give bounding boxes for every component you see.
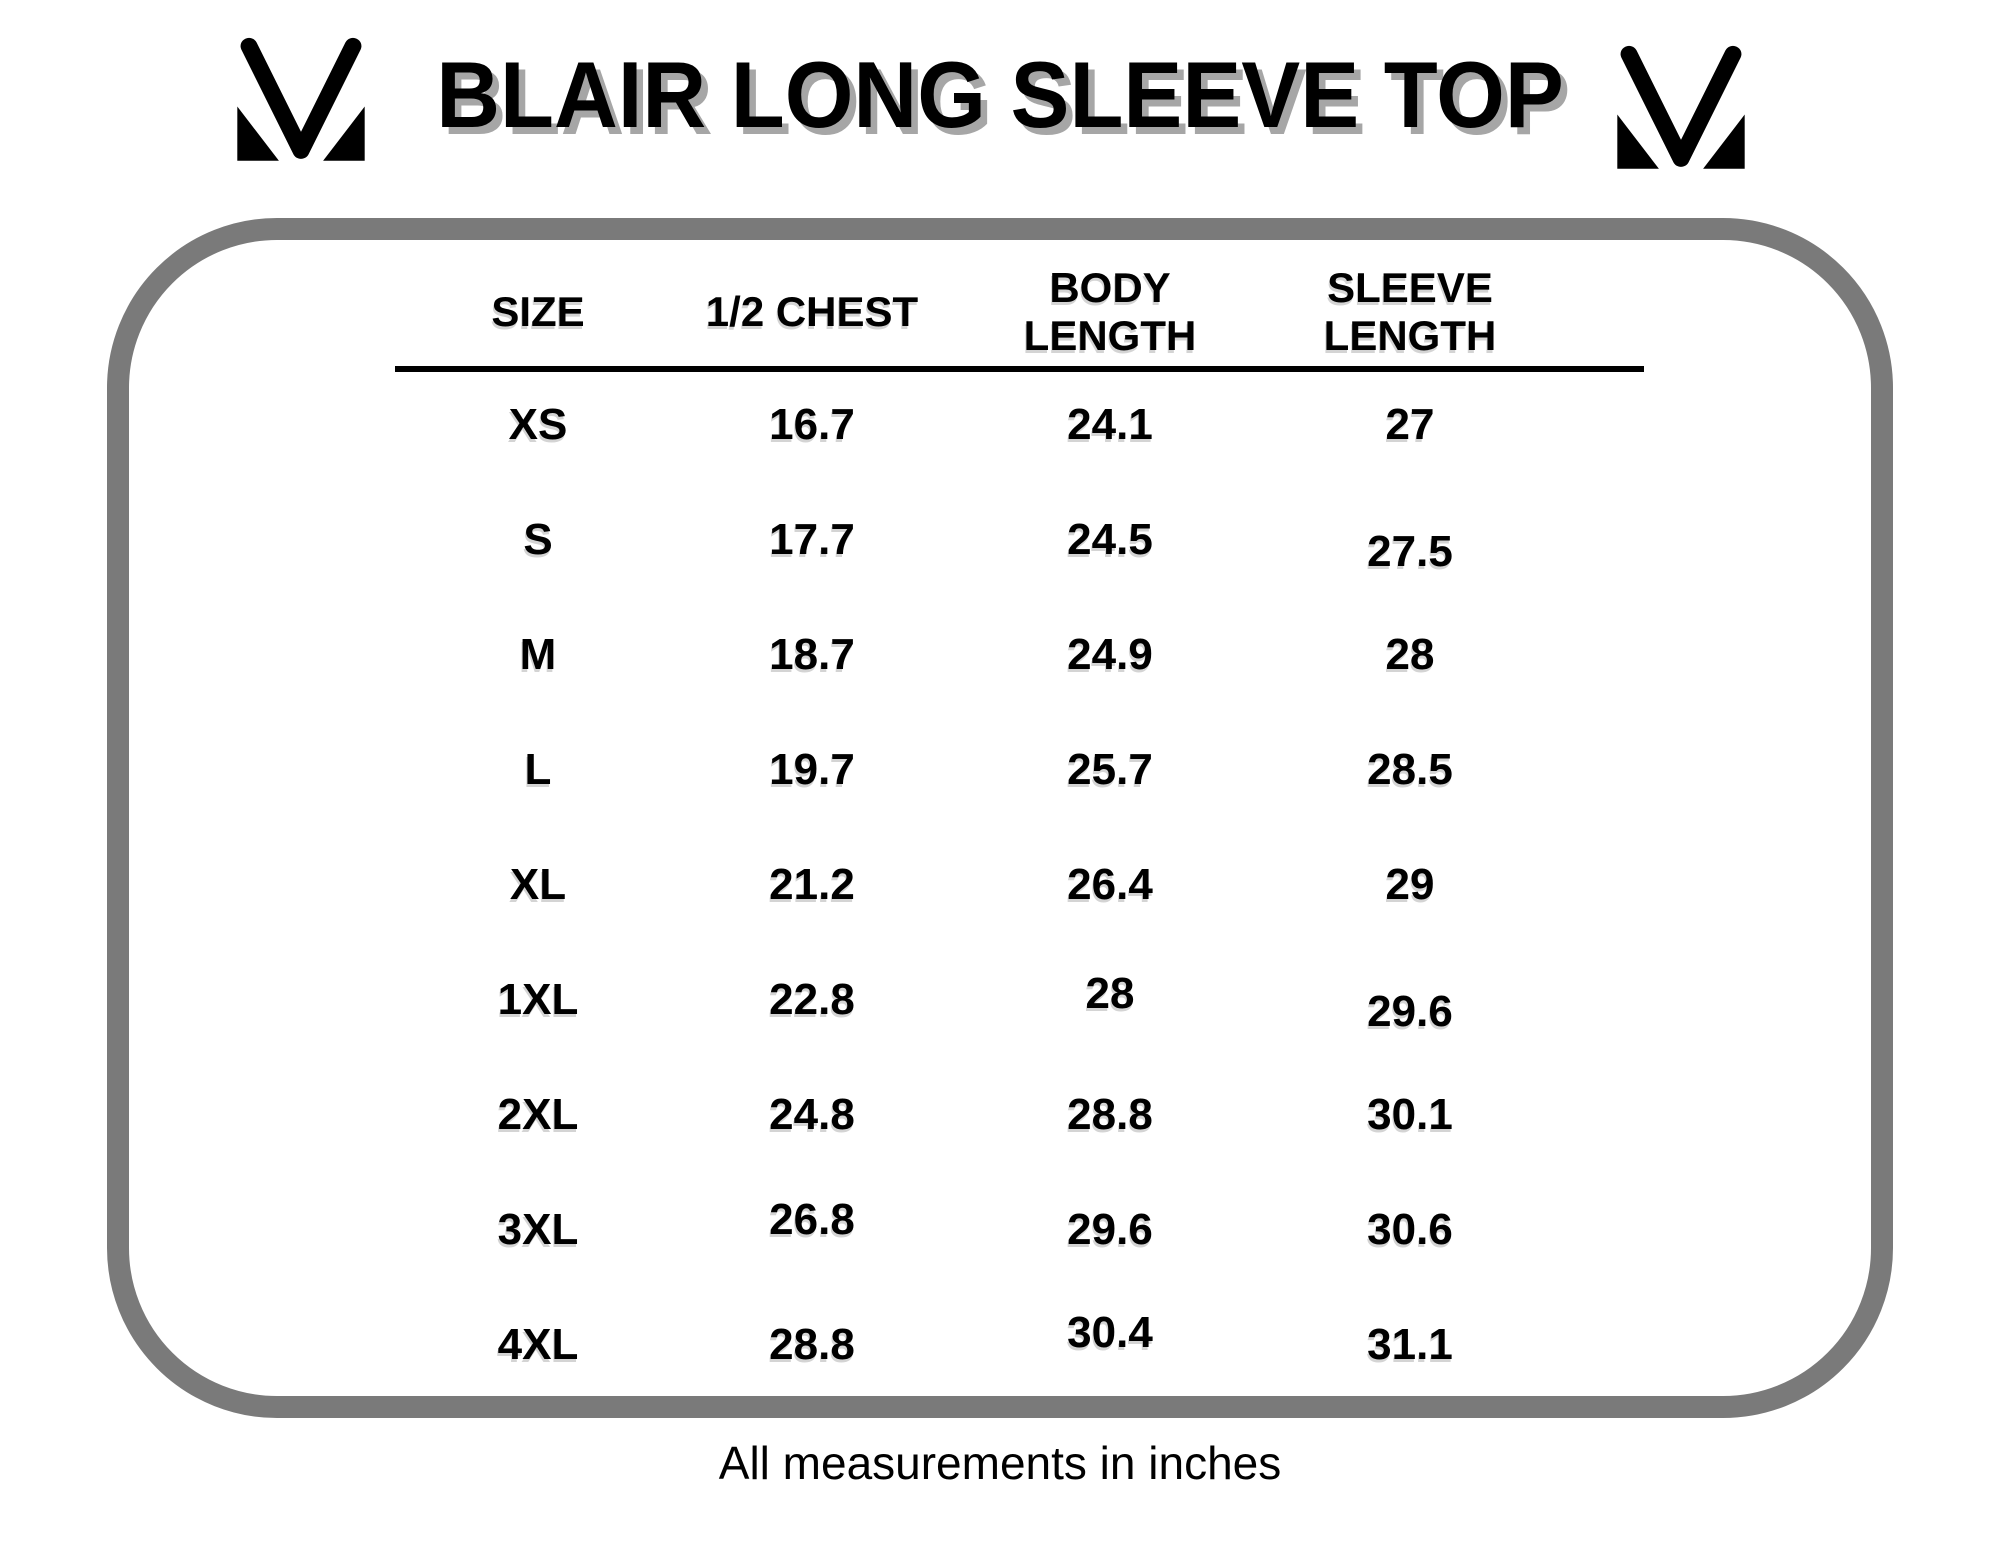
brand-m-logo — [236, 36, 366, 162]
size-chart-frame — [107, 218, 1893, 1418]
page-title: BLAIR LONG SLEEVE TOP — [436, 42, 1564, 147]
measurement-note: All measurements in inches — [718, 1437, 1282, 1489]
brand-m-logo — [1616, 44, 1746, 170]
